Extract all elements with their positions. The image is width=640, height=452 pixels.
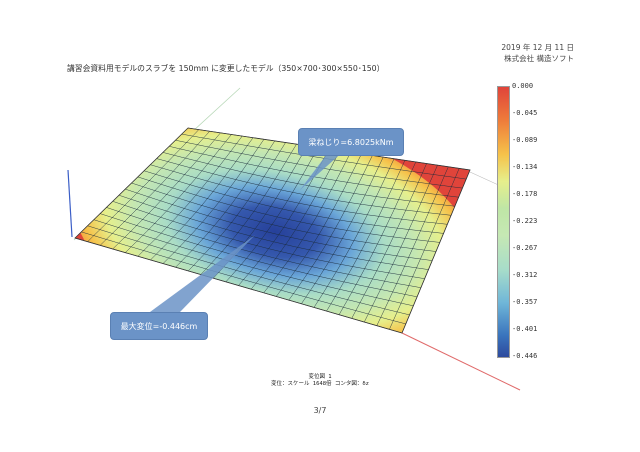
scale-label: -0.178 [512, 190, 538, 198]
mesh-line [131, 182, 437, 252]
mesh-line [144, 170, 444, 234]
scale-label: -0.045 [512, 109, 538, 117]
mesh-line [81, 231, 406, 325]
color-scale-bar [497, 86, 510, 358]
page-number: 3/7 [313, 406, 327, 415]
mesh-line [93, 219, 414, 307]
header-date: 2019 年 12 月 11 日 [501, 43, 574, 52]
mesh-line [150, 164, 448, 225]
mesh-line [106, 207, 421, 288]
footer-line-1: 変位図 1 [308, 374, 332, 380]
scale-label: -0.401 [512, 325, 538, 333]
footer-line-2: 変位：スケール 1648倍 コンタ図：δz [271, 381, 369, 387]
mesh-line [87, 225, 410, 316]
mesh-line [156, 158, 452, 216]
scale-label: -0.267 [512, 244, 538, 252]
scale-label: -0.134 [512, 163, 538, 171]
header-company: 株式会社 構造ソフト [504, 54, 574, 63]
document-title: 講習会資料用モデルのスラブを 150mm に変更したモデル（350×700･30… [67, 64, 385, 73]
callout-bottom-pointer [150, 235, 255, 312]
max-displacement-callout: 最大変位=-0.446cm [110, 312, 208, 340]
scale-label: -0.089 [512, 136, 538, 144]
mesh-line [162, 152, 455, 207]
slab-outline [74, 127, 471, 334]
z-axis-line [67, 169, 73, 238]
x-axis-line [401, 332, 521, 391]
mesh-line [125, 188, 433, 261]
scale-label: -0.357 [512, 298, 538, 306]
beam-torsion-callout: 梁ねじり=6.8025kNm [298, 128, 404, 156]
scale-label: -0.446 [512, 352, 538, 360]
scale-label: -0.223 [512, 217, 538, 225]
scale-label: 0.000 [512, 82, 534, 90]
mesh-line [118, 194, 429, 270]
mesh-line [137, 176, 440, 243]
scale-label: -0.312 [512, 271, 538, 279]
callout-top-pointer [300, 150, 345, 190]
mesh-line [112, 201, 425, 279]
mesh-line [100, 213, 418, 298]
